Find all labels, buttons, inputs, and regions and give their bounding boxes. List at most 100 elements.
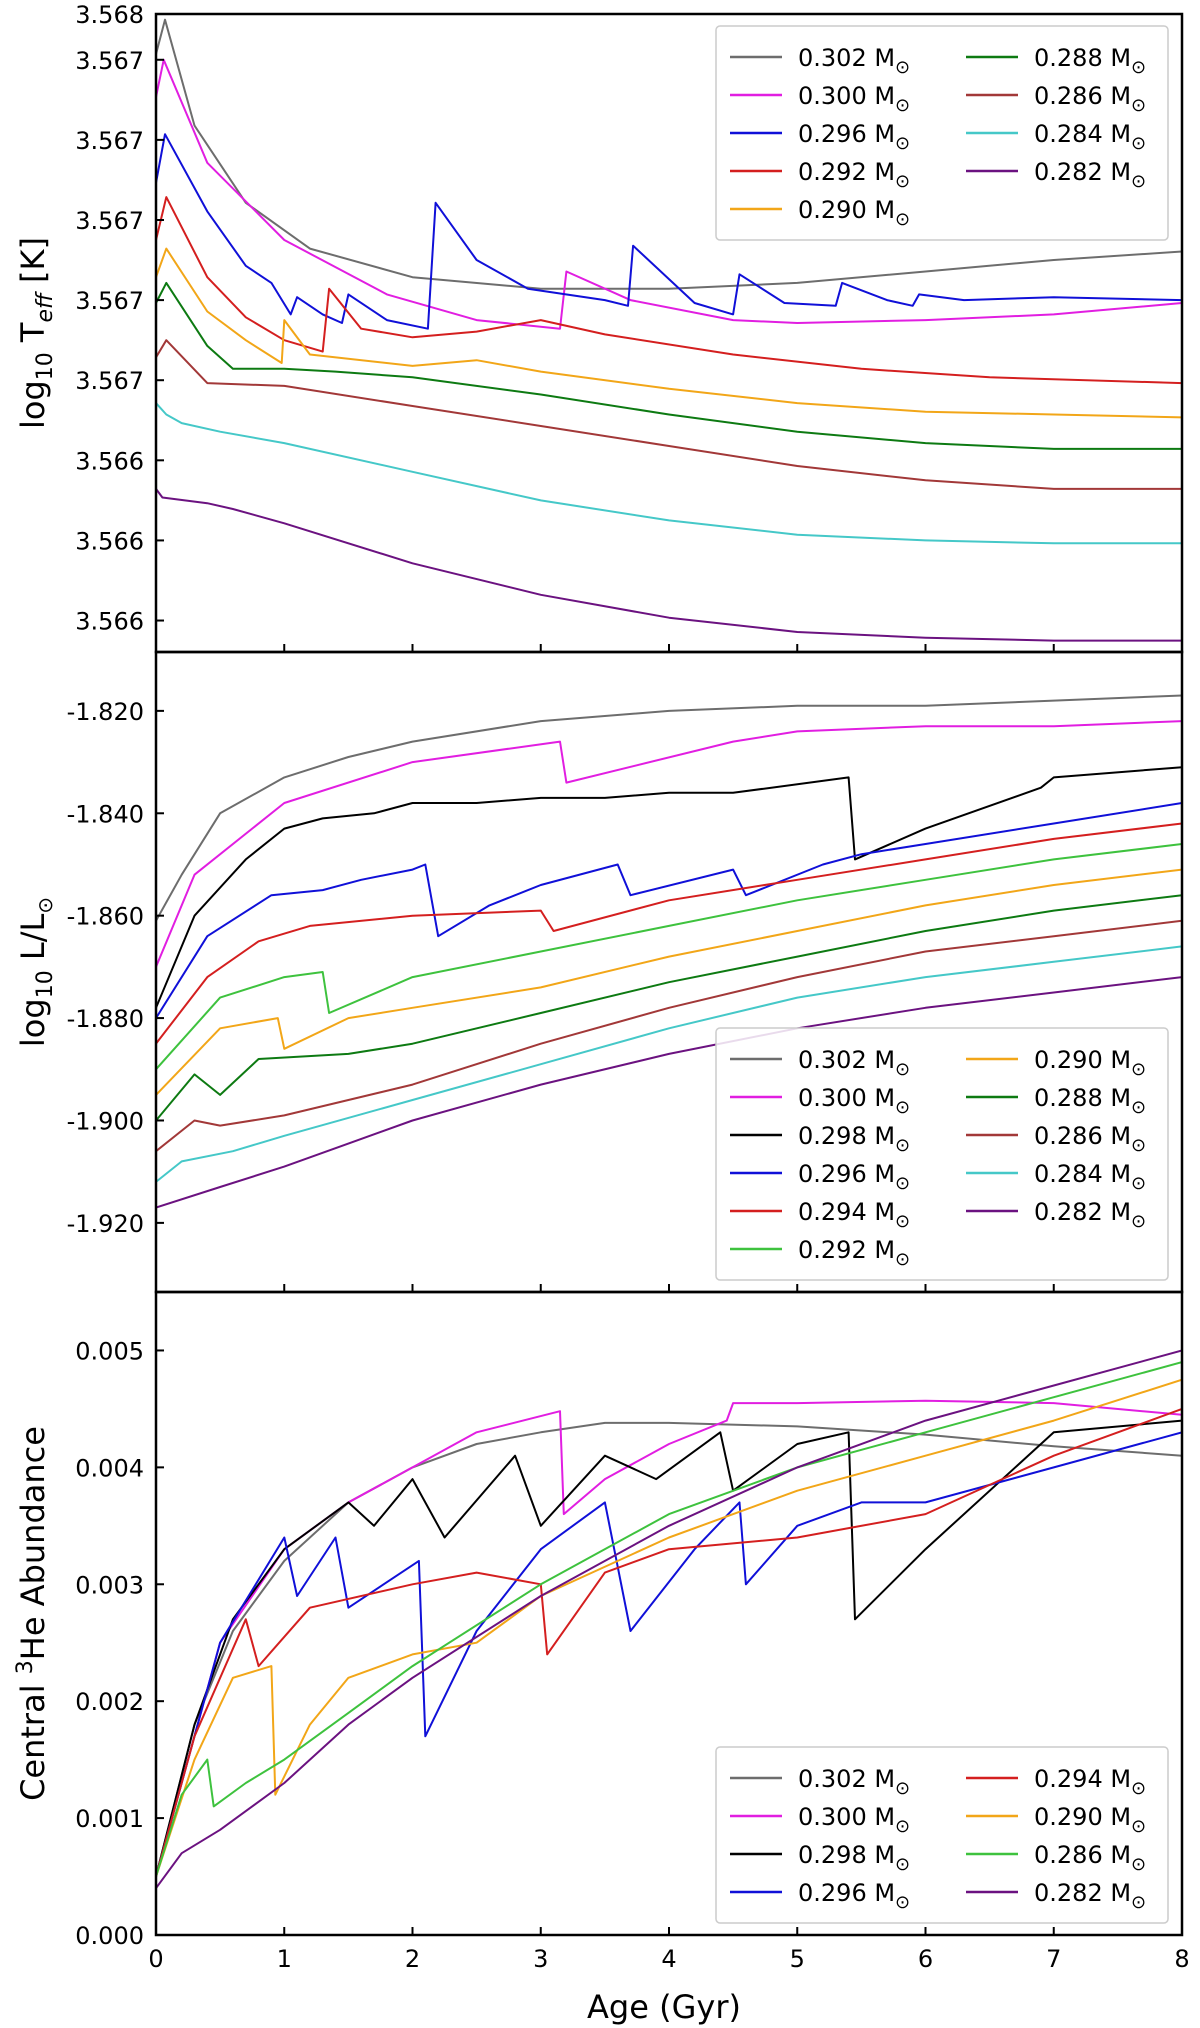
y-tick-label: 3.567 — [75, 207, 144, 235]
legend-sun: ⊙ — [895, 133, 910, 154]
legend-label-text: 0.300 M — [798, 1803, 895, 1831]
series-line-0.296 — [156, 133, 1182, 330]
series-group — [156, 694, 1182, 1209]
legend-label: 0.286 M⊙ — [1034, 1841, 1146, 1875]
legend-sun: ⊙ — [1131, 171, 1146, 192]
legend-label: 0.292 M⊙ — [798, 158, 910, 192]
legend-label-text: 0.298 M — [798, 1841, 895, 1869]
panels: 3.566 3.566 3.566 3.567 3.567 3.567 3.567 3.567… — [13, 1, 1190, 1973]
legend-label: 0.290 M⊙ — [1034, 1046, 1146, 1080]
legend-sun: ⊙ — [895, 1249, 910, 1270]
legend-label: 0.286 M⊙ — [1034, 1122, 1146, 1156]
legend-label-text: 0.300 M — [798, 1084, 895, 1112]
y-axis-label: log10 L/L⊙ — [14, 897, 58, 1047]
legend-label-text: 0.282 M — [1034, 1879, 1131, 1907]
legend-sun: ⊙ — [895, 1173, 910, 1194]
legend-sun: ⊙ — [1131, 57, 1146, 78]
legend-label-text: 0.286 M — [1034, 1841, 1131, 1869]
y-tick-label: 3.568 — [75, 1, 144, 29]
ylabel-tail: L/L — [14, 914, 52, 971]
ylabel-main: Central — [14, 1674, 52, 1801]
x-tick-label: 1 — [277, 1945, 292, 1973]
series-line-0.292 — [156, 843, 1182, 1070]
legend-label: 0.302 M⊙ — [798, 1765, 910, 1799]
legend-label: 0.284 M⊙ — [1034, 120, 1146, 154]
legend-label-text: 0.302 M — [798, 44, 895, 72]
ylabel-tail: T — [14, 322, 52, 352]
legend-label: 0.296 M⊙ — [798, 1160, 910, 1194]
legend-label: 0.288 M⊙ — [1034, 1084, 1146, 1118]
legend-label: 0.298 M⊙ — [798, 1122, 910, 1156]
legend-sun: ⊙ — [1131, 1211, 1146, 1232]
legend-label-text: 0.296 M — [798, 120, 895, 148]
legend: 0.302 M⊙0.300 M⊙0.298 M⊙0.296 M⊙0.294 M⊙… — [715, 1027, 1169, 1281]
legend-frame — [715, 1746, 1169, 1924]
legend-label: 0.296 M⊙ — [798, 120, 910, 154]
legend-label-text: 0.290 M — [1034, 1046, 1131, 1074]
legend-label-text: 0.290 M — [798, 196, 895, 224]
series-line-0.284 — [156, 402, 1182, 545]
legend-frame — [715, 1027, 1169, 1281]
y-tick-label: 0.000 — [75, 1922, 144, 1950]
legend-label-text: 0.302 M — [798, 1765, 895, 1793]
y-tick-label: -1.860 — [67, 903, 144, 931]
y-tick-label: -1.880 — [67, 1005, 144, 1033]
legend-label-text: 0.282 M — [1034, 158, 1131, 186]
ylabel-sub: 10 — [33, 352, 58, 380]
y-tick-label: 3.567 — [75, 287, 144, 315]
legend-frame — [715, 25, 1169, 241]
legend-sun: ⊙ — [1131, 95, 1146, 116]
legend-label-text: 0.286 M — [1034, 1122, 1131, 1150]
series-line-0.292 — [156, 196, 1182, 385]
legend-label-text: 0.296 M — [798, 1160, 895, 1188]
legend-label-text: 0.296 M — [798, 1879, 895, 1907]
series-line-0.290 — [156, 247, 1182, 419]
series-line-0.302 — [156, 694, 1182, 922]
x-tick-label: 7 — [1046, 1945, 1061, 1973]
legend-sun: ⊙ — [895, 57, 910, 78]
legend-label: 0.292 M⊙ — [798, 1236, 910, 1270]
legend-sun: ⊙ — [895, 1778, 910, 1799]
y-tick-label: 3.567 — [75, 47, 144, 75]
ylabel-sun: ⊙ — [33, 897, 57, 914]
x-tick-label: 5 — [790, 1945, 805, 1973]
y-tick-label: 3.567 — [75, 127, 144, 155]
legend-label-text: 0.290 M — [1034, 1803, 1131, 1831]
legend-sun: ⊙ — [1131, 1097, 1146, 1118]
legend-sun: ⊙ — [1131, 1173, 1146, 1194]
y-tick-label: -1.900 — [67, 1107, 144, 1135]
legend-sun: ⊙ — [1131, 1059, 1146, 1080]
series-line-0.298 — [156, 1419, 1182, 1877]
legend-sun: ⊙ — [1131, 1135, 1146, 1156]
series-line-0.286 — [156, 1361, 1182, 1877]
legend-label: 0.296 M⊙ — [798, 1879, 910, 1913]
y-tick-label: -1.840 — [67, 800, 144, 828]
series-line-0.284 — [156, 945, 1182, 1183]
legend-label: 0.290 M⊙ — [798, 196, 910, 230]
y-tick-label: 3.566 — [75, 608, 144, 636]
legend-sun: ⊙ — [895, 1211, 910, 1232]
legend-label: 0.294 M⊙ — [798, 1198, 910, 1232]
series-line-0.296 — [156, 802, 1182, 1019]
y-axis-label: Central 3He Abundance — [13, 1426, 52, 1801]
series-group — [156, 18, 1182, 642]
legend-label: 0.288 M⊙ — [1034, 44, 1146, 78]
legend-label-text: 0.292 M — [798, 1236, 895, 1264]
legend-sun: ⊙ — [895, 1059, 910, 1080]
legend-label: 0.300 M⊙ — [798, 1084, 910, 1118]
series-line-0.282 — [156, 488, 1182, 642]
series-line-0.288 — [156, 894, 1182, 1122]
panel-bottom: 0.000 0.001 0.002 0.003 0.004 0.005 Central 3H… — [13, 1290, 1184, 1950]
series-line-0.286 — [156, 339, 1182, 490]
legend-sun: ⊙ — [895, 1854, 910, 1875]
legend-label-text: 0.282 M — [1034, 1198, 1131, 1226]
legend-sun: ⊙ — [895, 171, 910, 192]
legend-label-text: 0.298 M — [798, 1122, 895, 1150]
panel-top: 3.566 3.566 3.566 3.567 3.567 3.567 3.567 3.567… — [14, 1, 1184, 654]
legend-label: 0.290 M⊙ — [1034, 1803, 1146, 1837]
x-tick-label: 4 — [661, 1945, 676, 1973]
y-tick-label: 0.001 — [75, 1805, 144, 1833]
legend-label-text: 0.284 M — [1034, 120, 1131, 148]
legend-sun: ⊙ — [895, 1816, 910, 1837]
